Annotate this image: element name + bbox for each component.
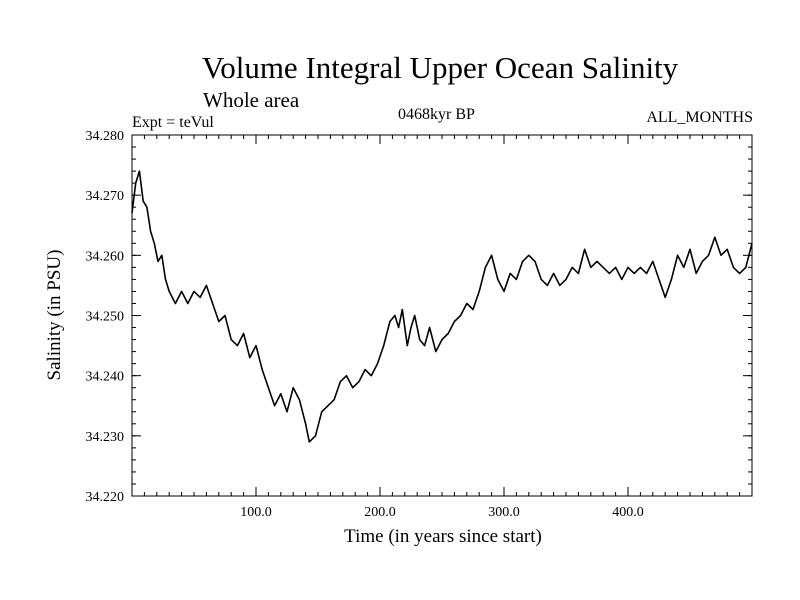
months-label: ALL_MONTHS xyxy=(646,109,753,126)
y-tick-label: 34.280 xyxy=(86,129,125,144)
period-label: 0468kyr BP xyxy=(398,106,475,123)
y-axis-label: Salinity (in PSU) xyxy=(44,250,65,381)
x-tick-label: 200.0 xyxy=(364,505,396,520)
chart-subtitle: Whole area xyxy=(203,88,300,112)
y-tick-label: 34.270 xyxy=(86,189,125,204)
x-tick-label: 100.0 xyxy=(240,505,272,520)
y-tick-label: 34.260 xyxy=(86,249,125,264)
y-tick-label: 34.250 xyxy=(86,310,125,325)
plot-area: 34.220 34.230 34.240 34.250 34.260 34.270 34.2… xyxy=(86,129,753,520)
y-tick-label: 34.220 xyxy=(86,490,125,505)
chart-title: Volume Integral Upper Ocean Salinity xyxy=(201,50,679,85)
y-tick-label: 34.230 xyxy=(86,430,125,445)
x-tick-label: 300.0 xyxy=(488,505,520,520)
salinity-series-line xyxy=(131,170,753,443)
x-tick-label: 400.0 xyxy=(612,505,644,520)
experiment-label: Expt = teVul xyxy=(132,114,214,131)
y-tick-label: 34.240 xyxy=(86,370,125,385)
x-axis-label: Time (in years since start) xyxy=(344,526,542,547)
